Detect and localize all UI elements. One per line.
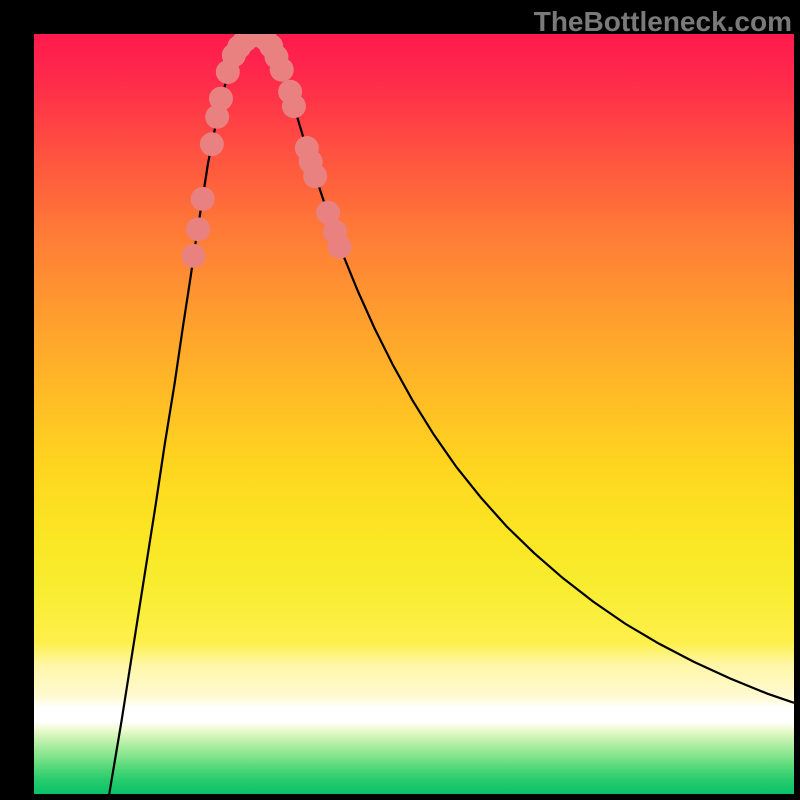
plot-svg xyxy=(34,34,794,794)
plot-area xyxy=(34,34,794,794)
plot-background xyxy=(34,34,794,794)
data-dot xyxy=(209,87,233,111)
chart-frame: TheBottleneck.com xyxy=(0,0,800,800)
data-dot xyxy=(186,217,210,241)
data-dot xyxy=(282,94,306,118)
data-dot xyxy=(182,244,206,268)
data-dot xyxy=(191,187,215,211)
data-dot xyxy=(328,235,352,259)
data-dot xyxy=(200,132,224,156)
data-dot xyxy=(270,58,294,82)
watermark-text: TheBottleneck.com xyxy=(534,6,792,38)
data-dot xyxy=(303,164,327,188)
